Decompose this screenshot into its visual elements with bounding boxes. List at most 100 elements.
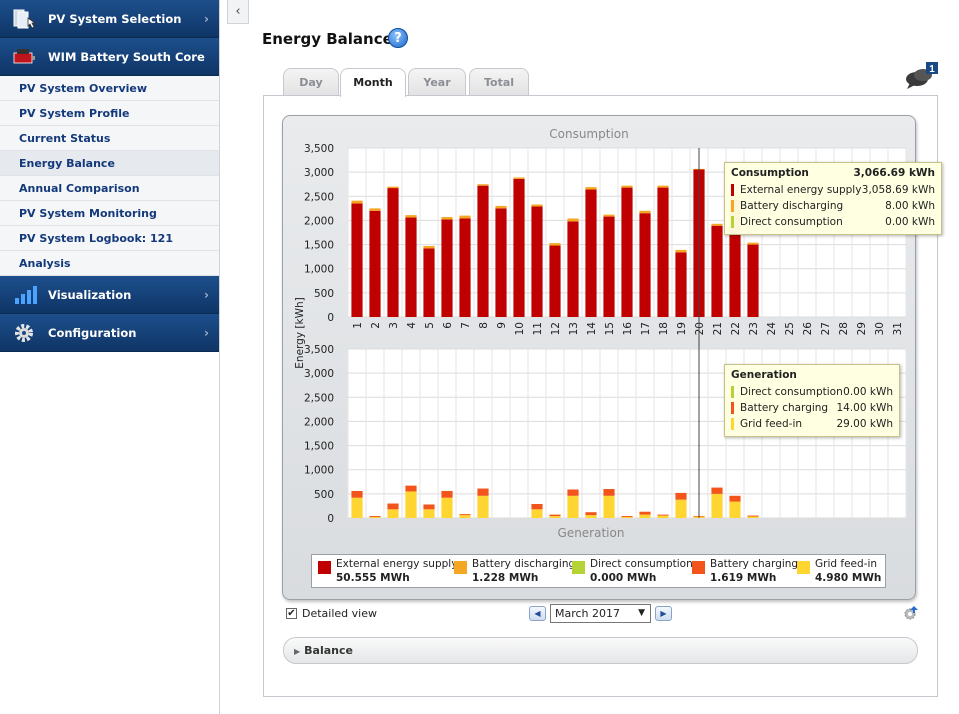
tooltip-title: Generation: [731, 369, 797, 381]
bar-segment: [711, 223, 723, 226]
bar-segment: [495, 205, 507, 209]
month-select[interactable]: March 2017 ▼: [550, 604, 651, 623]
detailed-view-toggle[interactable]: ✔ Detailed view: [286, 607, 377, 620]
bar-segment: [639, 514, 651, 518]
bar-segment: [387, 186, 399, 189]
bar-segment: [423, 246, 435, 249]
bar-segment: [387, 188, 399, 317]
bar-segment: [423, 504, 435, 510]
tooltip-swatch: [731, 216, 734, 228]
bar-segment: [531, 204, 543, 207]
y-tick-label: 2,000: [304, 215, 334, 227]
tooltip-row-value: 29.00 kWh: [836, 418, 893, 430]
next-month-button[interactable]: ▶: [655, 606, 672, 621]
bar-segment: [459, 215, 471, 219]
sidebar-item-pv-system-profile[interactable]: PV System Profile: [0, 101, 219, 126]
tooltip-row: Direct consumption 0.00 kWh: [731, 384, 893, 400]
balance-section-toggle[interactable]: ▶ Balance: [283, 637, 918, 664]
pv-system-selection-label: PV System Selection: [48, 11, 182, 26]
bar-segment: [729, 199, 741, 317]
bar-chart-icon: [15, 286, 37, 304]
bar-segment: [621, 516, 633, 518]
previous-month-button[interactable]: ◀: [529, 606, 546, 621]
bar-segment: [423, 248, 435, 317]
tooltip-swatch: [731, 402, 734, 414]
legend-name: Battery charging: [710, 558, 799, 570]
legend-name: Direct consumption: [590, 558, 693, 570]
sidebar-item-analysis[interactable]: Analysis: [0, 251, 219, 276]
tab-day[interactable]: Day: [283, 68, 339, 96]
bar-segment: [675, 249, 687, 253]
pv-system-name-header[interactable]: WIM Battery South Core: [0, 38, 219, 76]
bar-segment: [369, 516, 381, 518]
y-axis-label: Energy [kWh]: [294, 297, 306, 368]
y-tick-label: 1,000: [304, 465, 334, 477]
consumption-panel-title: Consumption: [549, 127, 628, 141]
balance-label: Balance: [304, 644, 353, 657]
tooltip-row: Grid feed-in 29.00 kWh: [731, 416, 893, 432]
tooltip-title: Consumption: [731, 167, 809, 179]
bar-segment: [387, 503, 399, 510]
x-tick-label: 5: [424, 322, 436, 329]
generation-tooltip: Generation Direct consumption 0.00 kWh Ba…: [724, 364, 900, 437]
y-tick-label: 3,500: [304, 143, 334, 155]
chart-settings-icon[interactable]: [903, 605, 919, 621]
comments-count-badge: 1: [929, 64, 935, 75]
bar-segment: [405, 217, 417, 317]
bar-segment: [549, 243, 561, 246]
bar-segment: [477, 184, 489, 186]
tab-total[interactable]: Total: [469, 68, 529, 96]
bar-segment: [603, 216, 615, 317]
sidebar-item-energy-balance[interactable]: Energy Balance: [0, 151, 219, 176]
pv-selection-icon: [13, 9, 37, 29]
detailed-view-checkbox[interactable]: ✔: [286, 608, 297, 619]
sidebar-item-pv-system-overview[interactable]: PV System Overview: [0, 76, 219, 101]
legend-value: 0.000 MWh: [590, 572, 657, 584]
bar-segment: [603, 489, 615, 496]
bar-segment: [585, 189, 597, 317]
y-tick-label: 500: [314, 288, 334, 300]
bar-segment: [567, 218, 579, 222]
collapse-sidebar-button[interactable]: ‹: [227, 0, 249, 24]
y-tick-label: 3,000: [304, 167, 334, 179]
tooltip-swatch: [731, 386, 734, 398]
sidebar: PV System Selection › WIM Battery South …: [0, 0, 220, 714]
detailed-view-label: Detailed view: [302, 607, 377, 620]
sidebar-item-pv-system-logbook[interactable]: PV System Logbook: 121: [0, 226, 219, 251]
tab-month[interactable]: Month: [340, 68, 406, 97]
bar-segment: [549, 245, 561, 317]
configuration-header[interactable]: Configuration ›: [0, 314, 219, 352]
sidebar-item-pv-system-monitoring[interactable]: PV System Monitoring: [0, 201, 219, 226]
x-tick-label: 11: [532, 322, 544, 335]
legend-swatch: [692, 561, 705, 574]
help-icon[interactable]: ?: [388, 28, 408, 48]
visualization-label: Visualization: [48, 287, 132, 302]
arrow-left-icon: ◀: [534, 609, 541, 618]
x-tick-label: 4: [406, 322, 418, 329]
visualization-header[interactable]: Visualization ›: [0, 276, 219, 314]
sidebar-item-label: PV System Profile: [19, 106, 130, 120]
tooltip-row-value: 14.00 kWh: [836, 402, 893, 414]
tooltip-row-label: Grid feed-in: [740, 418, 803, 430]
bar-segment: [567, 495, 579, 518]
bar-segment: [405, 485, 417, 492]
chevron-right-icon: ›: [204, 288, 209, 302]
pv-system-selection-header[interactable]: PV System Selection ›: [0, 0, 219, 38]
x-tick-label: 28: [838, 322, 850, 335]
bar-segment: [747, 515, 759, 517]
comments-icon[interactable]: 1: [904, 62, 938, 90]
sidebar-item-annual-comparison[interactable]: Annual Comparison: [0, 176, 219, 201]
bar-segment: [603, 214, 615, 217]
sidebar-item-label: Current Status: [19, 131, 111, 145]
legend-swatch: [454, 561, 467, 574]
bar-segment: [585, 187, 597, 190]
sidebar-item-current-status[interactable]: Current Status: [0, 126, 219, 151]
x-tick-label: 10: [514, 322, 526, 335]
bar-segment: [675, 252, 687, 317]
y-tick-label: 0: [327, 513, 334, 525]
tooltip-row-value: 0.00 kWh: [843, 386, 893, 398]
sidebar-item-label: PV System Monitoring: [19, 206, 157, 220]
bar-segment: [459, 515, 471, 518]
tab-year[interactable]: Year: [408, 68, 466, 96]
